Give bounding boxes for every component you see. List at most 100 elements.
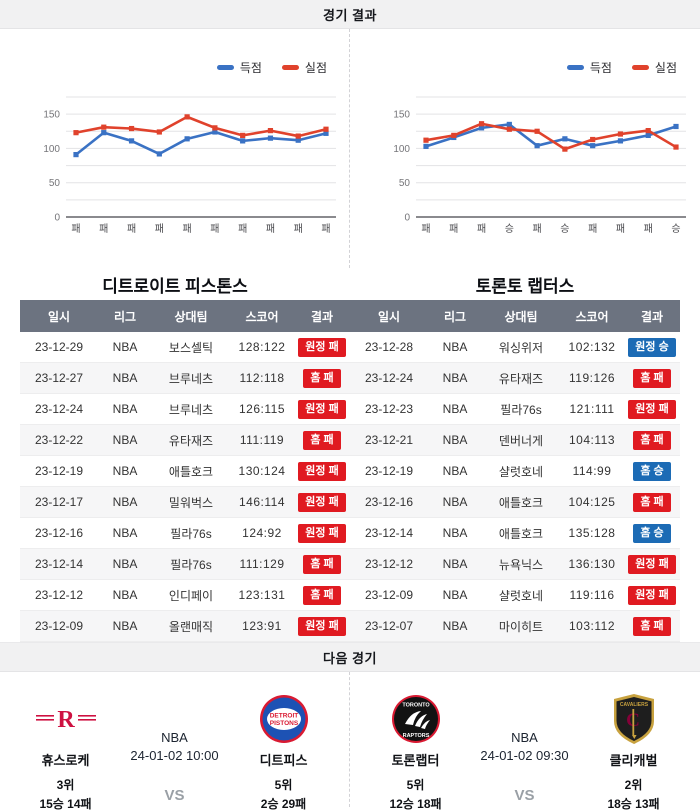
table-row: 23-12-27 NBA 브루네츠 112:118 홈 패 xyxy=(20,362,350,394)
loss-result-badge: 원정 패 xyxy=(298,461,346,481)
result-cell: 홈 패 xyxy=(624,424,680,456)
score-cell: 114:99 xyxy=(560,455,624,487)
result-cell: 홈 패 xyxy=(294,548,350,580)
loss-result-badge: 홈 패 xyxy=(303,554,341,574)
detroit-pistons-logo-icon: DETROIT PISTONS xyxy=(259,695,308,743)
table-row: 23-12-09 NBA 샬럿호네 119:116 원정 패 xyxy=(350,579,680,611)
league-cell: NBA xyxy=(428,362,482,394)
svg-text:패: 패 xyxy=(449,223,458,235)
score-cell: 146:114 xyxy=(230,486,294,518)
allowed-legend-item: 실점 xyxy=(631,59,677,76)
opponent-cell: 샬럿호네 xyxy=(482,455,560,487)
table-row: 23-12-09 NBA 올랜매직 123:91 원정 패 xyxy=(20,610,350,642)
result-cell: 원정 패 xyxy=(294,486,350,518)
match-card-houston-vs-detroit: R 휴스로케 3위 15승 14패 NBA 24-01-02 10:00 VS xyxy=(0,672,349,811)
detroit-results-table: 일시 리그 상대팀 스코어 결과 23-12-29 NBA 보스셀틱 128:122 원정 패 23… xyxy=(20,300,350,642)
result-cell: 원정 패 xyxy=(294,610,350,642)
score-cell: 111:119 xyxy=(230,424,294,456)
allowed-legend-label: 실점 xyxy=(304,60,327,75)
allowed-legend-label: 실점 xyxy=(654,60,677,75)
svg-text:패: 패 xyxy=(533,223,542,235)
table-row: 23-12-28 NBA 워싱위저 102:132 원정 승 xyxy=(350,332,680,363)
league-cell: NBA xyxy=(428,517,482,549)
league-cell: NBA xyxy=(428,455,482,487)
team-name: 디트피스 xyxy=(259,753,308,768)
result-cell: 원정 패 xyxy=(624,548,680,580)
league-cell: NBA xyxy=(98,393,152,425)
league-cell: NBA xyxy=(428,548,482,580)
svg-text:PISTONS: PISTONS xyxy=(269,720,298,727)
result-cell: 원정 패 xyxy=(294,517,350,549)
loss-result-badge: 홈 패 xyxy=(633,368,671,388)
svg-text:패: 패 xyxy=(266,223,275,235)
svg-text:승: 승 xyxy=(505,223,514,235)
cleveland-cavaliers-logo: CAVALIERS C xyxy=(575,690,693,748)
toronto-raptors-logo-icon: TORONTO RAPTORS xyxy=(391,695,440,743)
team-name: 클리캐벌 xyxy=(609,753,658,768)
score-cell: 119:126 xyxy=(560,362,624,394)
league-cell: NBA xyxy=(428,332,482,363)
league-name: NBA xyxy=(161,730,188,745)
scored-legend-label: 득점 xyxy=(589,60,612,75)
results-tables-row: 일시 리그 상대팀 스코어 결과 23-12-29 NBA 보스셀틱 128:122 원정 패 23… xyxy=(0,300,700,642)
win-result-badge: 홈 승 xyxy=(633,461,671,481)
opponent-cell: 샬럿호네 xyxy=(482,579,560,611)
svg-text:패: 패 xyxy=(210,223,219,235)
svg-text:패: 패 xyxy=(616,223,625,235)
result-cell: 원정 패 xyxy=(624,393,680,425)
column-header-4: 결과 xyxy=(624,300,680,332)
league-cell: NBA xyxy=(98,579,152,611)
loss-result-badge: 홈 패 xyxy=(633,616,671,636)
table-row: 23-12-29 NBA 보스셀틱 128:122 원정 패 xyxy=(20,332,350,363)
table-row: 23-12-14 NBA 필라76s 111:129 홈 패 xyxy=(20,548,350,580)
game-date-cell: 23-12-09 xyxy=(20,610,98,642)
svg-text:TORONTO: TORONTO xyxy=(402,703,430,709)
match-info-block: NBA 24-01-02 10:00 VS xyxy=(125,690,225,807)
result-cell: 원정 패 xyxy=(624,579,680,611)
game-date-cell: 23-12-24 xyxy=(20,393,98,425)
svg-text:150: 150 xyxy=(393,110,410,121)
opponent-cell: 애틀호크 xyxy=(482,517,560,549)
score-cell: 103:112 xyxy=(560,610,624,642)
svg-text:0: 0 xyxy=(54,213,60,224)
result-cell: 원정 패 xyxy=(294,455,350,487)
game-datetime: 24-01-02 09:30 xyxy=(480,748,569,763)
match-card-toronto-vs-cleveland: TORONTO RAPTORS 토론랩터 5위 12승 18패 NBA 24-0… xyxy=(349,672,699,811)
team-rank: 2위 xyxy=(624,778,643,792)
detroit-chart-legend: 득점 실점 xyxy=(0,59,349,75)
loss-result-badge: 홈 패 xyxy=(633,430,671,450)
league-cell: NBA xyxy=(98,362,152,394)
scored-legend-swatch-icon xyxy=(566,64,584,70)
score-cell: 135:128 xyxy=(560,517,624,549)
table-row: 23-12-16 NBA 필라76s 124:92 원정 패 xyxy=(20,517,350,549)
detroit-chart-panel: 득점 실점 0 50 100 150 패 패 패 패 패 패 패 패 패 패 xyxy=(0,29,349,268)
opponent-cell: 마이히트 xyxy=(482,610,560,642)
loss-result-badge: 원정 패 xyxy=(628,554,676,574)
toronto-team-title: 토론토 랩터스 xyxy=(475,276,575,296)
result-cell: 원정 패 xyxy=(294,332,350,363)
toronto-raptors-logo: TORONTO RAPTORS xyxy=(357,690,475,748)
team-record: 12승 18패 xyxy=(389,797,442,811)
opponent-cell: 올랜매직 xyxy=(152,610,230,642)
league-cell: NBA xyxy=(98,424,152,456)
league-cell: NBA xyxy=(98,455,152,487)
league-cell: NBA xyxy=(428,610,482,642)
detroit-team-title: 디트로이트 피스톤스 xyxy=(102,276,248,296)
next-section-header: 다음 경기 xyxy=(0,642,700,672)
game-date-cell: 23-12-29 xyxy=(20,332,98,363)
loss-result-badge: 원정 패 xyxy=(298,492,346,512)
svg-text:50: 50 xyxy=(49,178,61,189)
score-cell: 123:131 xyxy=(230,579,294,611)
game-date-cell: 23-12-22 xyxy=(20,424,98,456)
opponent-cell: 브루네츠 xyxy=(152,362,230,394)
team-record: 18승 13패 xyxy=(607,797,660,811)
score-cell: 121:111 xyxy=(560,393,624,425)
result-cell: 홈 패 xyxy=(294,424,350,456)
score-cell: 111:129 xyxy=(230,548,294,580)
column-header-0: 일시 xyxy=(350,300,428,332)
score-cell: 123:91 xyxy=(230,610,294,642)
league-cell: NBA xyxy=(428,579,482,611)
loss-result-badge: 홈 패 xyxy=(303,430,341,450)
opponent-cell: 보스셀틱 xyxy=(152,332,230,363)
team-rank: 5위 xyxy=(274,778,293,792)
